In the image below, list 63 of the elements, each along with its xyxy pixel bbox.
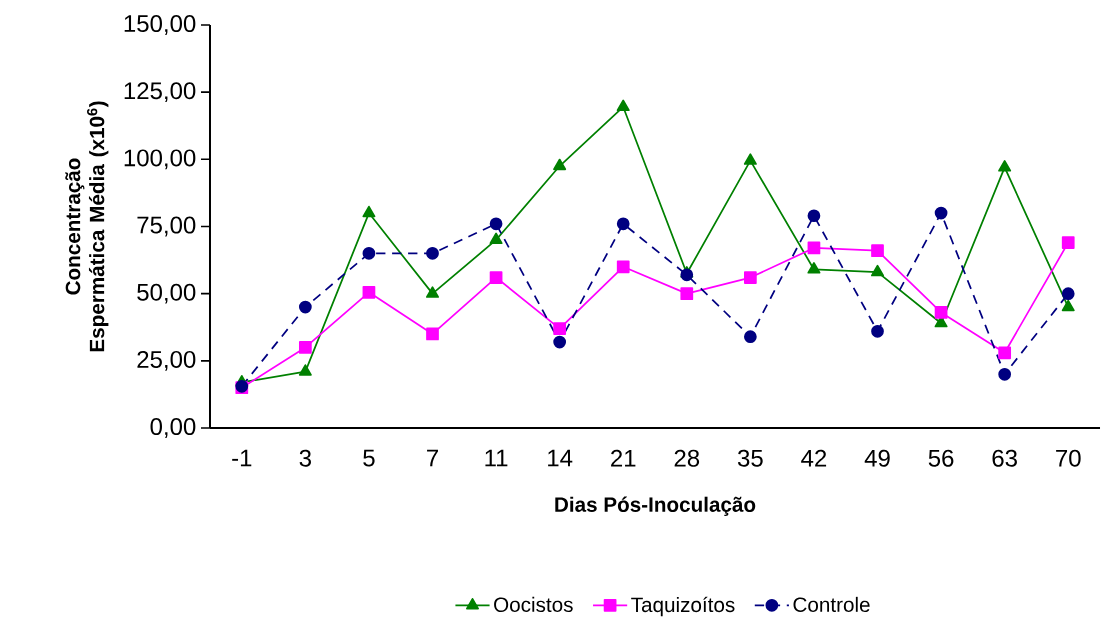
point — [807, 209, 821, 223]
x-tick-label: 14 — [548, 449, 573, 467]
legend-label: Taquizoítos — [631, 596, 735, 617]
point — [680, 268, 694, 282]
point — [616, 260, 630, 274]
x-tick-label: 35 — [737, 449, 763, 467]
x-tick-label: 63 — [992, 449, 1017, 467]
point — [807, 262, 821, 274]
point — [744, 271, 757, 284]
point — [680, 287, 694, 301]
x-tick-label: 70 — [1056, 449, 1081, 467]
point — [489, 232, 503, 245]
y-tick-label: 125,00 — [124, 82, 196, 103]
point — [998, 346, 1012, 360]
x-tick-label: 7 — [427, 449, 438, 467]
y-tick-label: 50,00 — [137, 283, 196, 304]
point — [489, 271, 503, 284]
point — [426, 327, 439, 341]
x-tick-label: 49 — [864, 449, 890, 467]
point — [934, 206, 948, 220]
point — [553, 335, 567, 349]
point — [934, 306, 948, 319]
point — [298, 364, 312, 376]
point — [489, 217, 503, 231]
point — [362, 205, 376, 218]
x-tick-label: 42 — [801, 449, 827, 467]
point — [871, 324, 884, 338]
point — [553, 158, 567, 171]
x-tick-label: 5 — [363, 449, 375, 467]
x-axis-title: Dias Pós-Inoculação — [555, 496, 756, 516]
y-tick-label: 150,00 — [124, 15, 196, 35]
point — [616, 99, 630, 112]
point — [744, 330, 757, 344]
point — [998, 160, 1012, 172]
x-tick-label: 56 — [928, 449, 954, 467]
point — [553, 322, 567, 335]
y-tick-label: 25,00 — [137, 350, 196, 371]
y-tick-label: 75,00 — [137, 216, 196, 237]
x-tick-label: 11 — [485, 449, 508, 467]
point — [743, 153, 757, 165]
x-tick-label: 28 — [674, 449, 700, 467]
point — [998, 367, 1012, 381]
y-tick-label: 0,00 — [150, 418, 196, 438]
point — [426, 286, 439, 298]
point — [616, 217, 630, 231]
point — [426, 246, 439, 260]
point — [298, 300, 312, 314]
point — [1061, 287, 1075, 301]
x-tick-label: 3 — [299, 449, 311, 467]
x-tick-label: -1 — [232, 449, 252, 467]
y-axis-title: Concentração Espermática Média (x10$^{6}$) — [65, 101, 109, 352]
point — [362, 285, 376, 299]
point — [807, 241, 821, 255]
point — [871, 244, 884, 258]
legend-label: Controle — [793, 596, 870, 613]
legend-label: Oocistos — [494, 596, 573, 613]
point — [1061, 299, 1075, 312]
y-tick-label: 100,00 — [124, 149, 196, 170]
point — [298, 341, 312, 354]
point — [362, 246, 376, 260]
point — [1061, 236, 1075, 249]
x-tick-label: 21 — [611, 449, 636, 467]
point — [871, 264, 885, 277]
